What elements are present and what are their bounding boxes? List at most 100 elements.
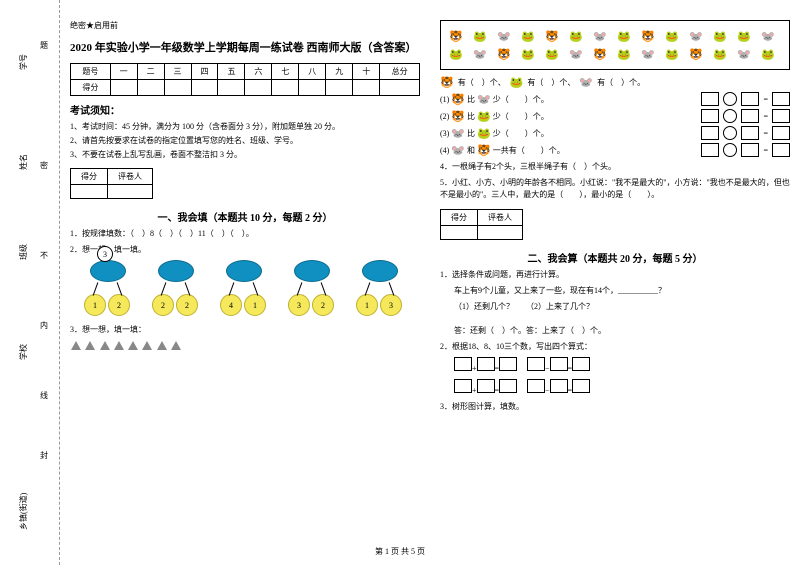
frog-icon: 🐸 <box>519 27 537 45</box>
blank-box <box>527 357 545 371</box>
tiger-icon: 🐯 <box>591 45 609 63</box>
confidentiality-tag: 绝密★启用前 <box>70 20 420 31</box>
mouse-icon: 🐭 <box>477 93 491 106</box>
frog-icon: 🐸 <box>477 110 491 123</box>
tiger-icon: 🐯 <box>440 76 454 89</box>
score-value-row: 得分 <box>71 80 420 96</box>
triangle-icon <box>100 341 110 350</box>
circ-1b: 2 <box>108 294 130 316</box>
s2-q1-body: 车上有9个儿童，又上来了一些，现在有14个，__________？ <box>440 285 790 297</box>
blank-box <box>477 357 495 371</box>
bind-label-xingming: 姓名 <box>18 154 29 170</box>
animal-row-2: 🐸 🐭 🐯 🐸 🐸 🐭 🐯 🐸 🐭 🐸 🐯 🐸 🐭 🐸 <box>447 45 783 63</box>
eq-row-2: += −= <box>440 379 790 397</box>
frog-icon: 🐸 <box>711 45 729 63</box>
seal-char-2: 密 <box>40 160 48 171</box>
blank-box <box>772 109 790 123</box>
blank-box <box>454 357 472 371</box>
frog-icon: 🐸 <box>663 27 681 45</box>
mouse-icon: 🐭 <box>735 45 753 63</box>
blank-box <box>550 357 568 371</box>
mouse-icon: 🐭 <box>451 127 465 140</box>
frog-icon: 🐸 <box>735 27 753 45</box>
frog-icon: 🐸 <box>510 76 524 89</box>
op-circle <box>723 143 737 157</box>
seal-char-4: 内 <box>40 320 48 331</box>
op-circle <box>723 109 737 123</box>
tiger-icon: 🐯 <box>451 93 465 106</box>
tiger-icon: 🐯 <box>687 45 705 63</box>
notice-3: 3、不要在试卷上乱写乱画，卷面不整洁扣 3 分。 <box>70 149 420 160</box>
oval-5 <box>362 260 398 282</box>
q1-1: 1．按规律填数：（ ）8（ ）（ ）11（ ）（ ）。 <box>70 228 420 240</box>
blank-box <box>701 92 719 106</box>
seal-char-5: 线 <box>40 390 48 401</box>
blank-box <box>572 379 590 393</box>
blank-box <box>701 109 719 123</box>
blank-box <box>550 379 568 393</box>
oval-4 <box>294 260 330 282</box>
circ-5a: 1 <box>356 294 378 316</box>
s2-q3: 3．树形图计算，填数。 <box>440 401 790 413</box>
frog-icon: 🐸 <box>711 27 729 45</box>
triangle-icon <box>142 341 152 350</box>
compare-row-2: (2) 🐯 比 🐸 少（ ）个。 = <box>440 109 790 123</box>
frog-icon: 🐸 <box>567 27 585 45</box>
tiger-icon: 🐯 <box>447 27 465 45</box>
circ-3b: 1 <box>244 294 266 316</box>
frog-icon: 🐸 <box>519 45 537 63</box>
blank-box <box>772 126 790 140</box>
notice-2: 2、请首先按要求在试卷的指定位置填写您的姓名、班级、学号。 <box>70 135 420 146</box>
q4: 4．一根绳子有2个头，三根半绳子有（ ）个头。 <box>440 161 790 173</box>
circ-2a: 2 <box>152 294 174 316</box>
frog-icon: 🐸 <box>759 45 777 63</box>
op-circle <box>723 92 737 106</box>
animal-row: 🐯 🐸 🐭 🐸 🐯 🐸 🐭 🐸 🐯 🐸 🐭 🐸 🐸 🐭 <box>447 27 783 45</box>
frog-icon: 🐸 <box>615 27 633 45</box>
grader-table-1: 得分评卷人 <box>70 168 153 199</box>
compare-row-3: (3) 🐭 比 🐸 少（ ）个。 = <box>440 126 790 140</box>
triangle-icon <box>114 341 124 350</box>
score-header-row: 题号 一 二 三 四 五 六 七 八 九 十 总分 <box>71 64 420 80</box>
blank-box <box>454 379 472 393</box>
mouse-icon: 🐭 <box>451 144 465 157</box>
compare-row-4: (4) 🐭 和 🐯 一共有（ ）个。 = <box>440 143 790 157</box>
frog-icon: 🐸 <box>543 45 561 63</box>
tiger-icon: 🐯 <box>451 110 465 123</box>
left-column: 绝密★启用前 2020 年实验小学一年级数学上学期每周一练试卷 西南师大版（含答… <box>70 20 420 555</box>
section-2-title: 二、我会算（本题共 20 分，每题 5 分） <box>440 250 790 265</box>
triangle-icon <box>128 341 138 350</box>
frog-icon: 🐸 <box>447 45 465 63</box>
blank-box <box>741 92 759 106</box>
circ-1a: 1 <box>84 294 106 316</box>
eq-row-1: += −= <box>440 357 790 375</box>
blank-box <box>527 379 545 393</box>
frog-icon: 🐸 <box>471 27 489 45</box>
circ-4b: 2 <box>312 294 334 316</box>
blank-box <box>741 126 759 140</box>
circ-2b: 2 <box>176 294 198 316</box>
score-table: 题号 一 二 三 四 五 六 七 八 九 十 总分 得分 <box>70 63 420 96</box>
page-content: 绝密★启用前 2020 年实验小学一年级数学上学期每周一练试卷 西南师大版（含答… <box>60 0 800 565</box>
blank-box <box>701 143 719 157</box>
blank-box <box>499 379 517 393</box>
notice-1: 1、考试时间：45 分钟，满分为 100 分（含卷面分 3 分），附加题单独 2… <box>70 121 420 132</box>
oval-1 <box>90 260 126 282</box>
count-row: 🐯 有（ ）个、 🐸 有（ ）个、 🐭 有（ ）个。 <box>440 76 790 89</box>
mouse-icon: 🐭 <box>567 45 585 63</box>
seal-char-3: 不 <box>40 250 48 261</box>
compare-row-1: (1) 🐯 比 🐭 少（ ）个。 = <box>440 92 790 106</box>
q1-3: 3．想一想，填一填： <box>70 324 420 336</box>
bind-label-xuexiao: 学校 <box>18 344 29 360</box>
blank-box <box>572 357 590 371</box>
tiger-icon: 🐯 <box>495 45 513 63</box>
section-1-title: 一、我会填（本题共 10 分，每题 2 分） <box>70 209 420 224</box>
triangle-icon <box>157 341 167 350</box>
s2-q1-intro: 1．选择条件或问题，再进行计算。 <box>440 269 790 281</box>
blank-box <box>772 143 790 157</box>
circ-3a: 4 <box>220 294 242 316</box>
q1-2: 2．想一想，填一填。 <box>70 244 420 256</box>
s2-q1-sub: （1）还剩几个？ （2）上来了几个？ <box>440 301 790 313</box>
tiger-icon: 🐯 <box>477 144 491 157</box>
s2-q2: 2．根据18、8、10三个数，写出四个算式： <box>440 341 790 353</box>
